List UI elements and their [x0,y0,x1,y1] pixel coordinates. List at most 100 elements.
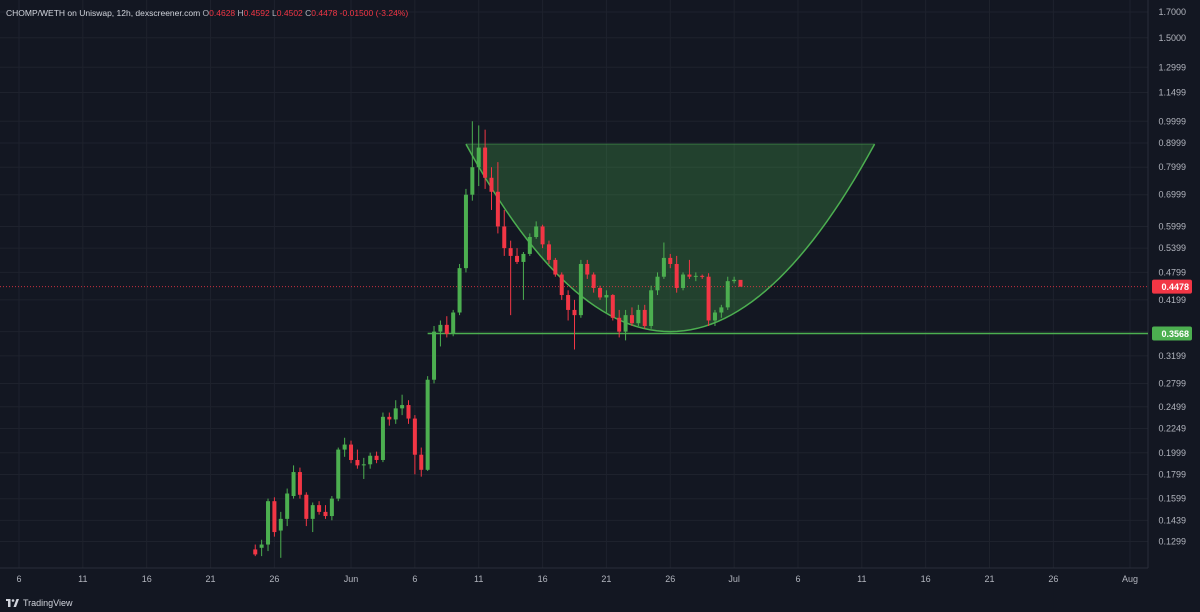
time-tick-label: 16 [921,574,931,584]
price-tick-label: 0.2249 [1158,423,1186,433]
candle-body [368,455,373,465]
candle-body [610,295,615,318]
candle-body [674,263,679,288]
candle-body [585,263,590,275]
candle-body [495,191,500,227]
cup-pattern-curve [465,143,876,333]
candle-down [610,294,615,321]
candle-up [649,285,654,329]
candle-body [304,494,309,519]
candles [253,121,743,558]
candle-body [642,309,647,326]
candle-body [572,309,577,316]
candle-body [355,459,360,466]
candle-body [706,276,711,321]
candle-up [285,488,290,527]
candle-body [432,331,437,380]
high-label: H [237,8,244,18]
candle-body [393,408,398,420]
candle-up [476,125,481,187]
candle-up [457,263,462,316]
time-tick-label: 6 [412,574,417,584]
candle-down [272,497,277,537]
close-value: 0.4478 [311,8,338,18]
candle-up [725,276,730,310]
candle-down [406,400,411,424]
candle-down [304,492,309,527]
time-tick-label: 16 [142,574,152,584]
time-axis-labels: 6 11 16 21 26 Jun 6 11 16 21 26 Jul 6 11 16 21 26 Aug [16,574,1138,584]
time-tick-label: 26 [269,574,279,584]
candle-body [444,324,449,334]
price-tick-label: 0.1299 [1158,537,1186,547]
open-label: O [202,8,210,18]
candle-down [317,501,322,515]
candle-down [559,272,564,300]
candle-body [400,405,405,409]
candle-down [687,259,692,279]
candle-body [636,309,641,324]
candle-body [604,295,609,298]
candle-down [297,467,302,499]
candle-body [457,268,462,313]
candle-down [566,290,571,321]
symbol-title: CHOMP/WETH on Uniswap, 12h, dexscreener.… [6,8,201,18]
candle-down [349,440,354,464]
time-tick-label: Jun [344,574,359,584]
candle-body [451,312,456,334]
candle-body [527,237,532,254]
candle-down [738,279,743,287]
candle-body [374,455,379,460]
candle-body [515,255,520,262]
candle-body [738,279,743,287]
candle-up [636,304,641,326]
candle-up [393,400,398,424]
candle-up [336,447,341,502]
candle-body [700,275,705,277]
time-tick-label: 6 [795,574,800,584]
candle-up [361,457,366,479]
candle-up [470,121,475,201]
candle-down [508,240,513,316]
low-value: 0.4502 [276,8,303,18]
change-value: -0.01500 (-3.24%) [339,8,409,18]
candle-down [668,253,673,269]
candle-body [361,464,366,466]
candle-up [438,320,443,347]
candle-down [546,240,551,264]
candle-up [432,325,437,384]
candle-down [515,248,520,264]
tradingview-branding[interactable]: TradingView [6,598,73,608]
candle-body [253,549,258,555]
price-tick-label: 0.5999 [1158,221,1186,231]
candle-body [317,505,322,512]
candle-body [387,416,392,420]
price-tick-label: 0.5399 [1158,243,1186,253]
cup-pattern-fill [465,144,875,332]
candle-body [336,449,341,499]
candle-up [732,276,737,284]
candle-down [412,415,417,475]
candle-up [451,309,456,337]
price-tick-label: 1.2999 [1158,62,1186,72]
candle-body [508,248,513,256]
candle-body [534,226,539,238]
candle-down [419,447,424,477]
price-tick-label: 0.3199 [1158,351,1186,361]
time-tick-label: Aug [1122,574,1138,584]
candle-down [387,412,392,426]
candle-down [553,257,558,277]
candle-down [629,307,634,326]
price-tick-label: 0.7999 [1158,162,1186,172]
time-tick-label: 11 [78,574,87,584]
current-price-badge: 0.4478 [1152,279,1192,294]
candle-body [546,244,551,260]
candle-up [719,304,724,318]
candle-up [655,272,660,296]
candle-up [527,233,532,256]
candle-body [661,257,666,277]
candle-body [489,177,494,192]
candle-body [291,472,296,497]
